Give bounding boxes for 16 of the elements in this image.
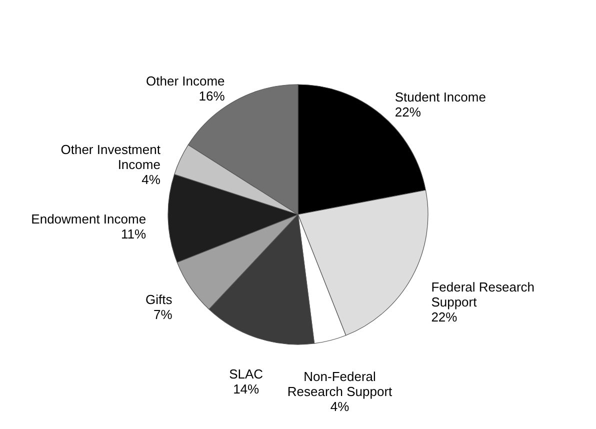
slice-label: Other Investment Income bbox=[60, 142, 161, 172]
data-label: 4% bbox=[330, 399, 350, 414]
data-label: 14% bbox=[233, 381, 260, 396]
data-label: 22% bbox=[431, 310, 458, 325]
slice-label: SLAC bbox=[229, 366, 264, 382]
slice-label: Endowment Income bbox=[31, 211, 146, 226]
slice-label: Gifts bbox=[146, 292, 173, 307]
slice-label: Other Income bbox=[146, 73, 225, 88]
data-label: 4% bbox=[142, 172, 161, 187]
slice-label: Federal Research Support bbox=[431, 280, 535, 310]
data-label: 11% bbox=[121, 226, 147, 242]
slice-label: Student Income bbox=[394, 89, 486, 104]
data-label: 7% bbox=[153, 306, 173, 322]
slice-label: Non-Federal Research Support bbox=[287, 369, 393, 400]
data-label: 22% bbox=[394, 104, 422, 120]
data-label: 16% bbox=[198, 88, 226, 104]
